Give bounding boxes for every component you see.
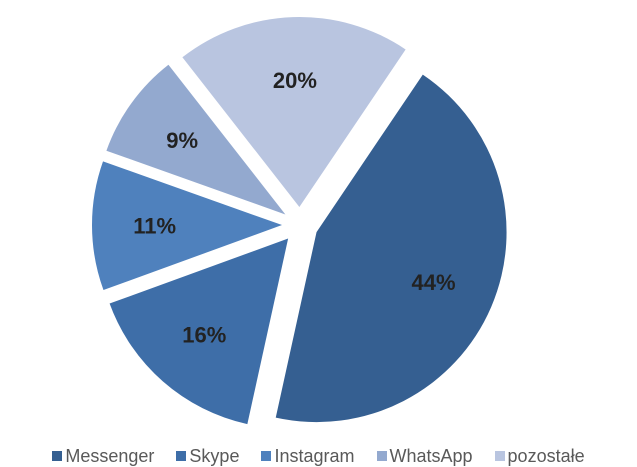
- pie-slice-whatsapp: [106, 64, 286, 215]
- pie-slice-skype: [109, 238, 289, 425]
- legend-item-whatsapp: WhatsApp: [376, 445, 473, 467]
- legend-swatch-pozostale: [494, 451, 505, 461]
- legend-label-pozostale: pozostałe: [507, 445, 585, 466]
- pie-slice-messenger: [275, 74, 507, 423]
- pie-labels: 44% 16% 11% 9% 20%: [133, 68, 455, 348]
- legend-swatch-whatsapp: [376, 451, 387, 461]
- legend-swatch-instagram: [261, 451, 272, 461]
- chart-legend: Messenger Skype Instagram WhatsApp pozos…: [0, 446, 637, 466]
- legend-label-whatsapp: WhatsApp: [389, 445, 473, 466]
- pie-chart: 44% 16% 11% 9% 20%: [92, 17, 507, 425]
- pie-label-pozostale: 20%: [273, 68, 317, 93]
- legend-item-skype: Skype: [176, 446, 239, 467]
- legend-label-messenger: Messenger: [65, 445, 155, 466]
- legend-label-skype: Skype: [189, 445, 240, 466]
- legend-label-instagram: Instagram: [274, 445, 355, 466]
- legend-swatch-messenger: [52, 451, 63, 461]
- pie-label-instagram: 11%: [133, 214, 176, 239]
- legend-item-instagram: Instagram: [261, 445, 355, 467]
- pie-label-skype: 16%: [182, 322, 226, 347]
- pie-slice-instagram: [92, 161, 282, 291]
- pie-label-whatsapp: 9%: [166, 128, 198, 153]
- pie-slice-pozostale: [182, 17, 406, 208]
- legend-swatch-skype: [176, 451, 187, 461]
- legend-item-messenger: Messenger: [52, 446, 154, 467]
- pie-slices: [92, 17, 507, 425]
- legend-item-pozostale: pozostałe: [494, 445, 585, 467]
- pie-label-messenger: 44%: [412, 270, 456, 295]
